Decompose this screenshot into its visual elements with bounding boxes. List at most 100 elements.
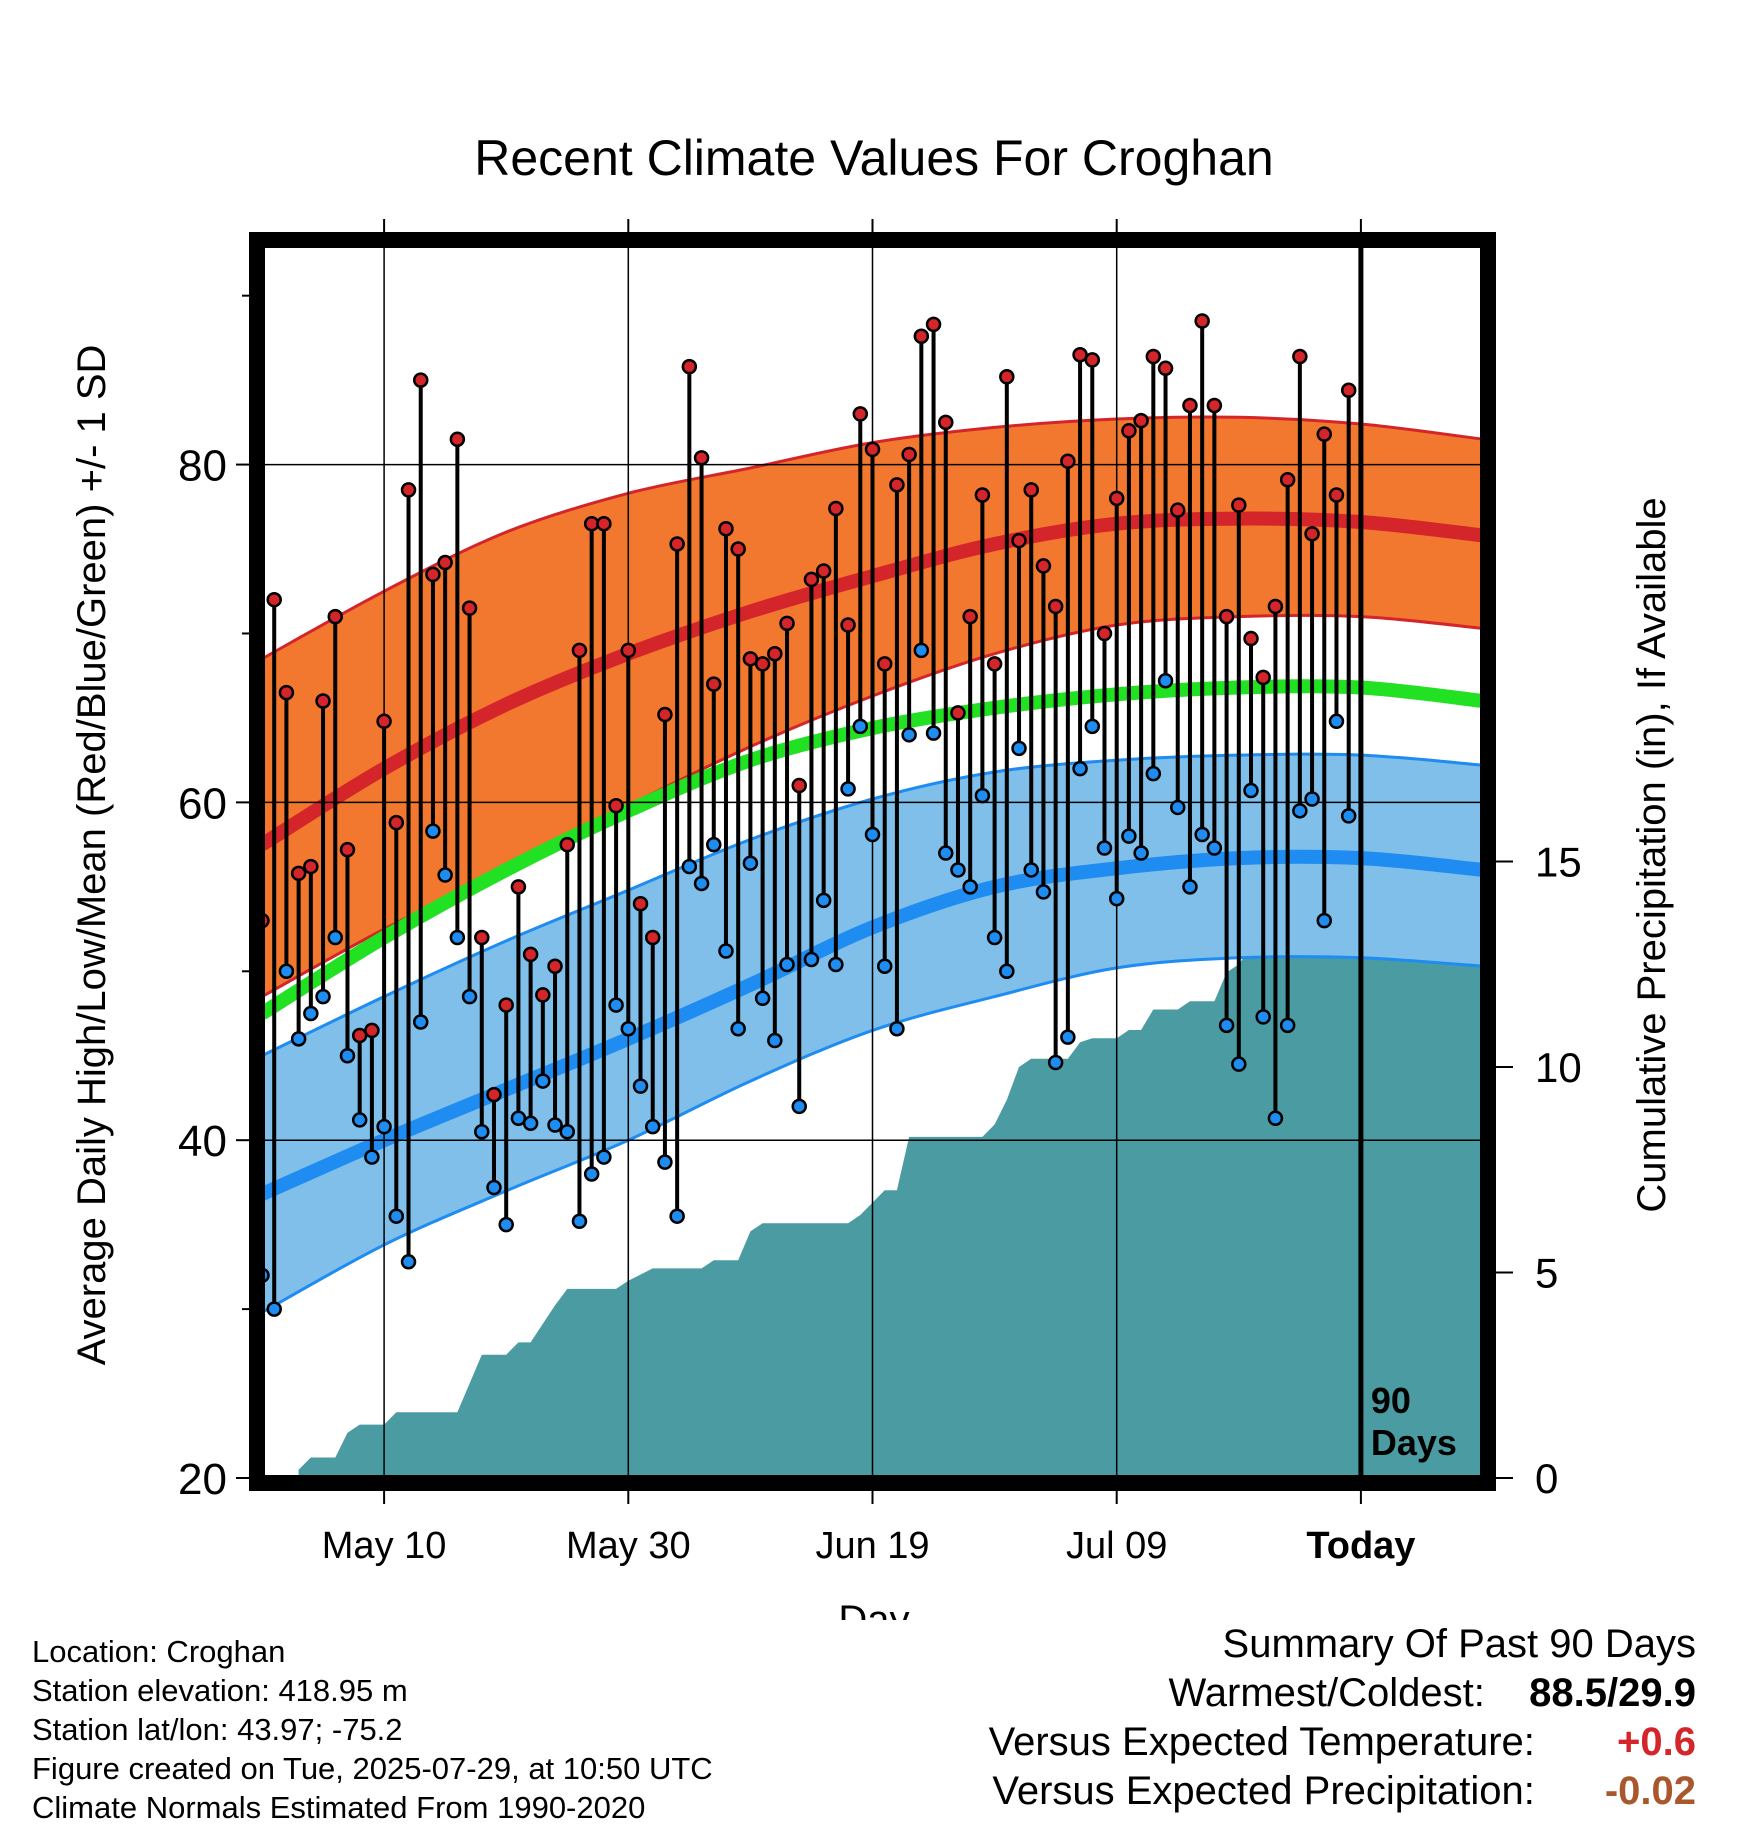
station-info: Location: Croghan Station elevation: 418… [32,1632,713,1827]
daily-low-point [498,1216,514,1233]
y2-tick-label: 15 [1535,839,1582,886]
plot-frame [249,232,1496,1491]
daily-high-point [522,946,539,963]
daily-high-point [1170,502,1186,518]
daily-high-point [388,814,405,831]
daily-high-point [1182,397,1198,414]
daily-low-point [461,988,478,1005]
daily-high-point [498,997,514,1013]
daily-low-point [828,956,844,973]
daily-low-point [1206,840,1223,856]
daily-low-point [962,879,978,895]
x-tick-label: May 30 [566,1525,691,1567]
daily-high-point [1047,598,1064,615]
daily-high-point [1121,423,1137,439]
daily-high-point [864,441,881,458]
daily-high-point [828,500,844,517]
daily-low-point [376,1118,392,1135]
daily-high-point [449,431,466,447]
temp-vs-expected-label: Versus Expected Temperature: [988,1720,1535,1764]
today-marker-label: 90 Days [1371,1380,1457,1463]
daily-low-point [1255,1009,1271,1025]
daily-low-point [718,943,734,959]
daily-low-point [571,1213,588,1230]
daily-low-point [547,1117,563,1133]
daily-high-point [1084,352,1101,368]
daily-low-point [303,1005,319,1022]
daily-high-point [938,414,954,431]
daily-low-point [1060,1029,1076,1045]
plot-inner: 90 Days [262,245,1483,1478]
daily-low-point [1023,862,1039,878]
latlon-text: Station lat/lon: 43.97; -75.2 [32,1712,403,1747]
daily-low-point [596,1149,612,1165]
daily-high-point [1328,487,1345,503]
daily-low-point [559,1123,575,1140]
daily-low-point [730,1020,746,1037]
daily-low-point [339,1047,356,1064]
daily-low-point [925,725,942,741]
daily-high-point [425,566,441,583]
daily-low-point [278,963,295,980]
daily-high-point [303,858,319,875]
daily-high-point [315,693,331,709]
daily-low-point [889,1020,905,1037]
daily-high-point [1011,532,1027,549]
daily-high-point [1292,348,1308,365]
daily-low-point [1011,740,1027,757]
location-text: Location: Croghan [32,1634,286,1669]
daily-high-point [644,929,661,946]
daily-low-point [425,823,441,839]
daily-high-point [290,865,307,882]
daily-high-point [620,642,637,659]
daily-low-point [742,855,759,871]
daily-low-point [767,1032,783,1049]
daily-low-point [1243,782,1259,799]
x-tick-label: Jun 19 [815,1525,929,1567]
daily-high-point [1340,382,1357,399]
daily-low-point [913,642,930,659]
daily-high-point [510,879,527,895]
daily-low-point [644,1118,661,1135]
daily-high-point [559,836,575,853]
daily-high-point [852,406,869,422]
daily-high-point [437,554,453,571]
daily-high-point [791,777,807,794]
y-axis-label: Average Daily High/Low/Mean (Red/Blue/Gr… [70,345,114,1366]
daily-low-point [474,1123,490,1140]
daily-high-point [803,571,820,588]
daily-high-point [1255,669,1271,686]
daily-high-point [608,798,624,814]
daily-high-point [327,608,344,625]
daily-low-point [1145,765,1162,782]
climate-chart: Recent Climate Values For Croghan Averag… [70,130,1674,1620]
daily-low-point [412,1014,429,1030]
daily-low-point [535,1073,551,1089]
daily-low-point [876,958,893,974]
daily-high-point [962,608,978,625]
daily-low-point [1316,912,1333,929]
daily-low-point [388,1208,405,1224]
low-sd-band [262,754,1483,1313]
daily-high-point [1096,625,1113,642]
daily-high-point [1194,313,1210,329]
daily-low-point [657,1154,673,1170]
daily-low-point [803,951,820,968]
daily-low-point [522,1115,539,1132]
daily-low-point [1182,879,1198,895]
warmest-coldest-value: 88.5/29.9 [1529,1671,1696,1715]
y-tick-label: 80 [178,442,227,491]
normals-text: Climate Normals Estimated From 1990-2020 [32,1790,646,1825]
daily-low-point [351,1112,368,1128]
daily-high-point [376,713,392,730]
temp-vs-expected-value: +0.6 [1617,1720,1696,1764]
daily-high-point [474,929,490,946]
daily-high-point [815,563,832,579]
warmest-coldest-label: Warmest/Coldest: [1168,1671,1485,1715]
daily-low-point [706,836,722,853]
y-tick-label: 20 [178,1455,227,1504]
daily-low-point [608,997,624,1013]
daily-low-point [1279,1017,1296,1034]
daily-high-point [1108,490,1125,507]
daily-high-point [901,446,917,463]
